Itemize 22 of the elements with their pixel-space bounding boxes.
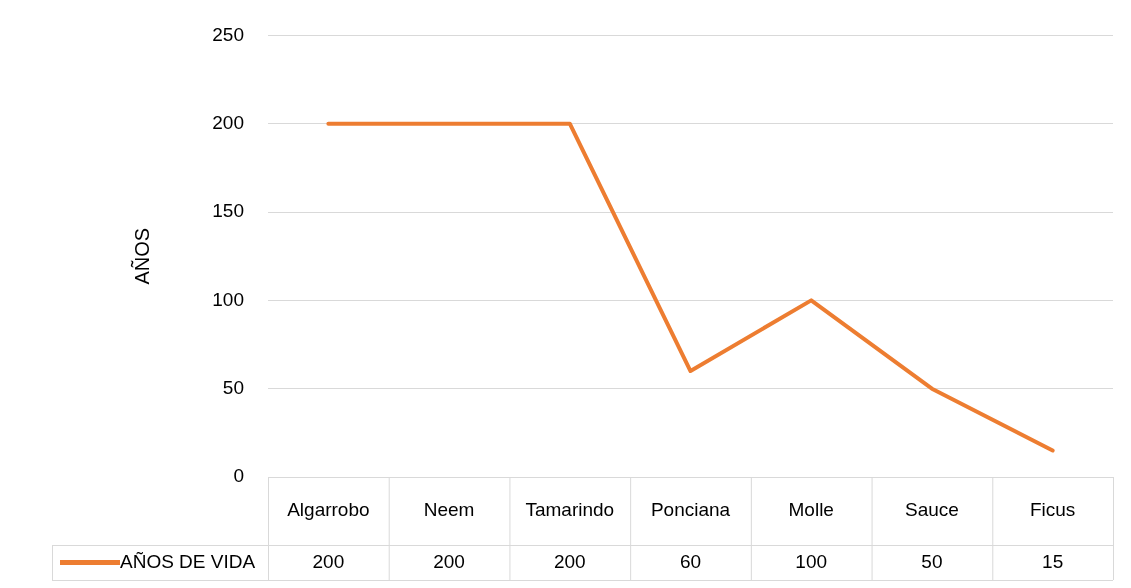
data-label: 100 (795, 550, 828, 572)
y-tick-label: 50 (222, 376, 244, 398)
y-tick-label: 100 (212, 288, 244, 310)
data-label: 200 (553, 550, 586, 572)
data-label: 200 (312, 550, 345, 572)
x-tick-label: Algarrobo (287, 499, 370, 521)
x-tick-label: Ficus (1029, 499, 1076, 521)
y-tick-label: 250 (212, 23, 244, 45)
x-tick-label: Ponciana (650, 499, 731, 521)
x-tick-label: Molle (788, 499, 834, 521)
legend-label: AÑOS DE VIDA (120, 550, 256, 572)
x-tick-label: Sauce (904, 499, 959, 521)
data-label: 15 (1042, 550, 1064, 572)
x-tick-label: Neem (423, 499, 475, 521)
data-label: 50 (921, 550, 943, 572)
y-axis-title: AÑOS (129, 227, 153, 285)
y-tick-label: 150 (212, 200, 244, 222)
x-tick-label: Tamarindo (525, 499, 615, 521)
y-tick-label: 0 (233, 465, 244, 487)
data-label: 60 (679, 550, 702, 572)
data-label: 200 (433, 550, 465, 572)
y-tick-label: 200 (212, 111, 244, 133)
